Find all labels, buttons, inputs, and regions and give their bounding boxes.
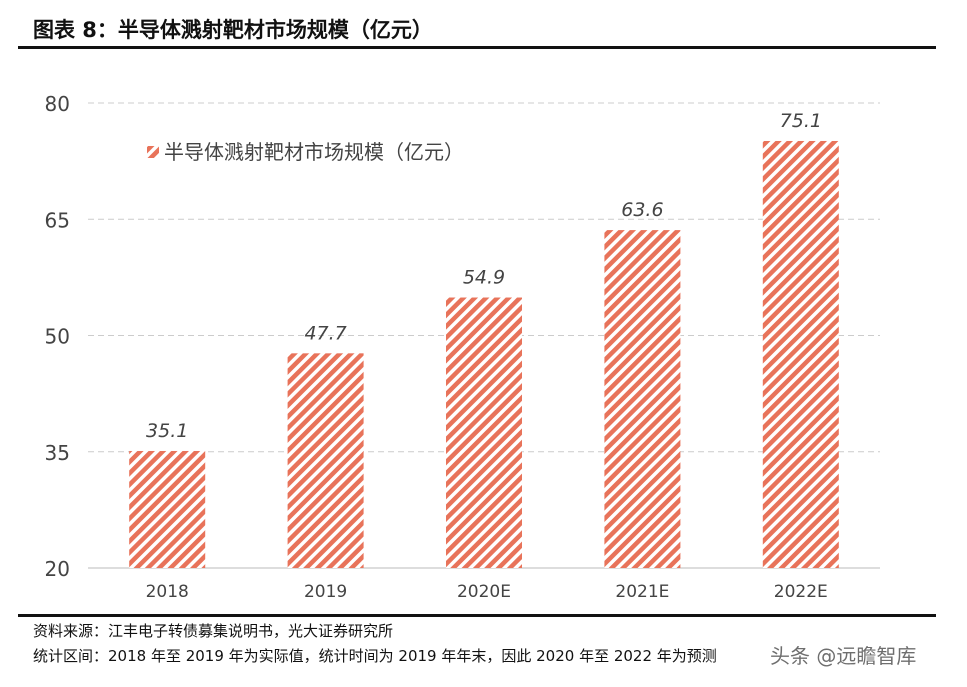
bar-2022E — [762, 140, 839, 568]
stat-note: 统计区间：2018 年至 2019 年为实际值，统计时间为 2019 年年末，因… — [33, 647, 717, 665]
x-tick-label: 2020E — [457, 582, 511, 602]
y-tick-label: 35 — [45, 441, 70, 465]
bar-2021E — [604, 230, 681, 568]
data-label: 35.1 — [146, 420, 188, 442]
data-label: 47.7 — [304, 322, 346, 344]
source-note: 资料来源：江丰电子转债募集说明书，光大证券研究所 — [33, 622, 394, 640]
data-label: 63.6 — [621, 199, 663, 221]
legend-swatch — [147, 146, 159, 158]
legend: 半导体溅射靶材市场规模（亿元） — [147, 140, 464, 164]
bar-2018 — [129, 450, 206, 568]
bottom-rule — [18, 614, 936, 617]
y-tick-label: 80 — [45, 92, 70, 116]
watermark: 头条 @远瞻智库 — [770, 644, 917, 668]
bar-chart: 20 35 50 65 80 35.1 2018 47.7 2019 54.9 2020E 63.6 2… — [45, 92, 880, 602]
x-tick-label: 2018 — [146, 582, 189, 602]
top-rule — [18, 46, 936, 49]
y-tick-label: 20 — [45, 557, 70, 581]
bar-2020E — [446, 297, 522, 568]
data-label: 54.9 — [463, 267, 505, 289]
x-tick-label: 2019 — [304, 582, 347, 602]
y-tick-label: 65 — [45, 208, 70, 232]
x-tick-label: 2022E — [774, 582, 828, 602]
data-label: 75.1 — [780, 110, 822, 132]
figure-title: 图表 8：半导体溅射靶材市场规模（亿元） — [33, 18, 433, 42]
y-tick-label: 50 — [45, 325, 70, 349]
bar-2019 — [287, 353, 364, 568]
legend-label: 半导体溅射靶材市场规模（亿元） — [164, 140, 464, 164]
x-tick-label: 2021E — [615, 582, 669, 602]
